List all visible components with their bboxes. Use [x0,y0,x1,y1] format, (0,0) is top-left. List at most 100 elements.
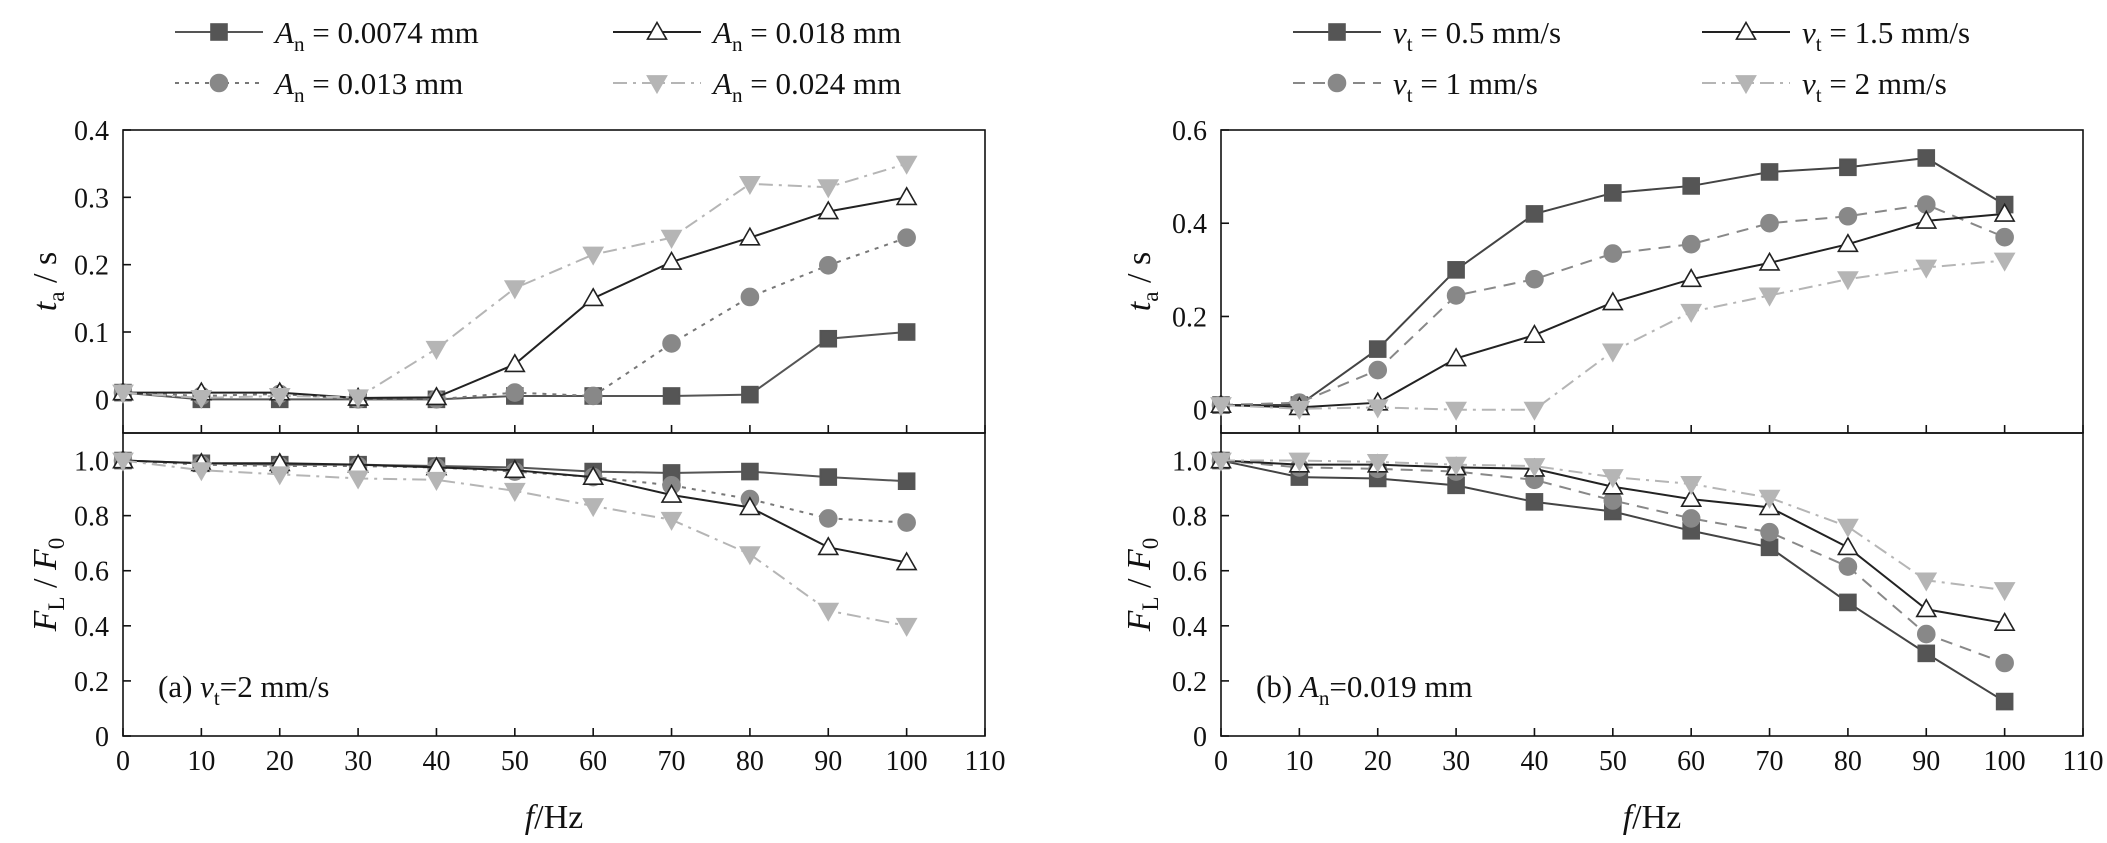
x-tick-label: 80 [1834,746,1862,777]
x-tick-label: 0 [1214,746,1228,777]
legend-label: An​ = 0.013 mm [273,66,463,107]
y-tick-label: 1.0 [74,447,109,478]
y-tick-label: 0.4 [1172,209,1207,240]
x-tick-label: 70 [1756,746,1784,777]
marker-square [1328,23,1346,41]
x-tick-label: 10 [1285,746,1313,777]
label-var: v [1393,15,1407,50]
marker-triangle-up [660,250,683,270]
x-axis-label: f/Hz [525,799,584,836]
x-tick-label: 90 [814,746,842,777]
marker-triangle-up [1735,20,1757,40]
label-text: =0.019 mm [1329,669,1472,704]
marker-square [1917,644,1936,663]
marker-triangle-down [582,498,605,518]
y-tick-label: 0 [95,722,109,753]
panel-bottom: 0 0.2 0.4 0.6 0.8 1.0 FL​ / F0​ [27,432,986,753]
label-sub: n [732,32,743,56]
legend-label: vt​ = 1.5 mm/s [1802,15,1970,56]
marker-triangle-down [1445,401,1467,421]
label-var: F [1121,548,1158,571]
panel-annotation: (b) An​=0.019 mm [1256,669,1473,710]
marker-triangle-down [1523,458,1546,478]
marker-triangle-down [817,179,840,199]
label-text: = 1.5 mm/s [1822,15,1970,50]
label-sub: n [1319,686,1330,710]
marker-triangle-down [503,280,526,300]
legend-label: An​ = 0.018 mm [711,15,901,56]
series-An018 [112,449,918,571]
marker-circle [1760,522,1779,542]
marker-triangle-up [739,496,761,516]
marker-circle [1916,624,1936,644]
series-vt2 [1210,252,2016,421]
marker-circle [1603,244,1623,263]
y-tick-label: 0.4 [1172,612,1207,643]
label-text: = 1 mm/s [1413,66,1538,101]
label-text: = 0.5 mm/s [1413,15,1561,50]
series-line [1220,459,2005,664]
label-var: v [1802,15,1816,50]
marker-triangle-down [582,246,605,266]
label-text: = 0.024 mm [742,66,901,101]
label-text: / [27,570,64,596]
marker-triangle-up [582,465,605,485]
marker-circle [1446,286,1466,305]
marker-square [1839,158,1857,177]
marker-circle [1681,234,1701,254]
marker-triangle-down [1445,456,1467,476]
marker-triangle-down [425,471,448,491]
marker-circle [1838,557,1858,576]
marker-triangle-down [895,155,918,175]
series-vt1 [1211,195,2014,415]
x-tick-label: 10 [187,746,215,777]
series-An024 [112,452,918,637]
marker-triangle-up [895,551,918,571]
marker-triangle-up [1680,487,1703,508]
marker-circle [583,386,603,406]
marker-circle [209,73,229,93]
series-vt05 [1212,149,2014,414]
x-tick-label: 60 [579,746,607,777]
y-tick-label: 0.6 [74,557,109,588]
marker-square [1525,205,1544,223]
x-tick-label: 20 [1364,746,1392,777]
x-tick-label: 30 [344,746,372,777]
label-sub: L [44,596,70,610]
label-sub: 0 [44,538,70,550]
marker-square [1447,261,1465,279]
label-sub: t [1407,32,1413,56]
marker-square [897,323,916,341]
series-line [1220,212,2005,409]
marker-circle [740,287,760,307]
legend: An​ = 0.0074 mm An​ = 0.018 mm An​ = 0.013… [175,15,901,107]
x-tick-label: 30 [1442,746,1470,777]
plot-frame [122,432,986,737]
x-tick-label: 50 [1599,746,1627,777]
label-text: / [1121,570,1158,596]
marker-triangle-down [1758,287,1781,307]
marker-triangle-down [190,390,213,410]
marker-circle [897,228,916,248]
marker-triangle-down [1210,452,1232,472]
series-line [122,236,907,401]
marker-triangle-up [1915,209,1938,229]
label-text: / s [1121,252,1158,292]
label-sub: a [1138,291,1164,301]
label-sub: t [1407,83,1413,107]
marker-triangle-up [1445,347,1467,367]
label-var: v [200,669,214,704]
marker-triangle-down [1837,271,1859,291]
marker-circle [1995,227,2014,247]
panel-top: 0 0.1 0.2 0.3 0.4 ta​ / s [27,116,986,434]
x-tick-label: 50 [501,746,529,777]
marker-triangle-up [503,459,526,479]
x-tick-label: 110 [965,746,1006,777]
y-tick-label: 0.8 [74,502,109,533]
label-sub: n [294,32,305,56]
legend-entry-An018: An​ = 0.018 mm [613,15,901,56]
panel-bottom: 0 0.2 0.4 0.6 0.8 1.0 FL​ / F0​ [1121,432,2084,753]
x-tick-label: 0 [116,746,130,777]
x-tick-label: 100 [1984,746,2026,777]
y-axis-label: ta​ / s [27,252,70,311]
